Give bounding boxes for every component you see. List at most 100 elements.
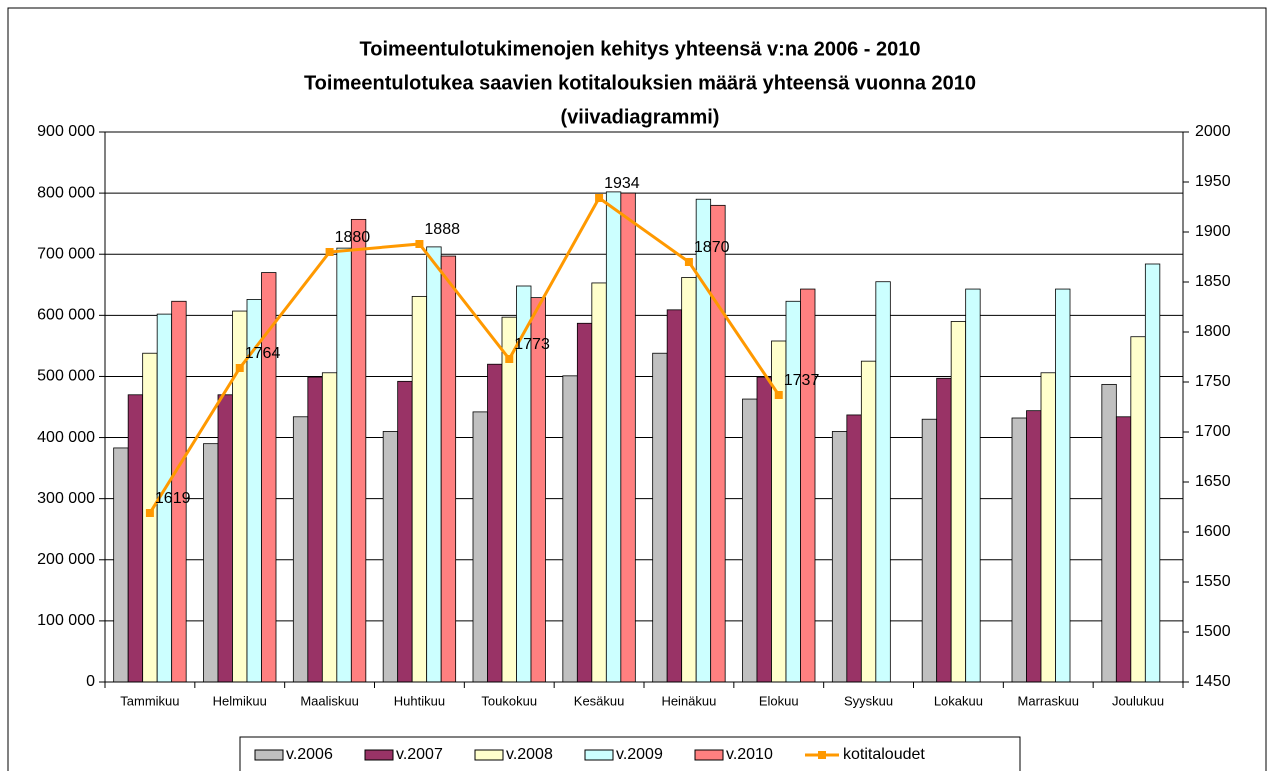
legend-label: v.2008 (506, 746, 553, 763)
bar (127, 394, 144, 683)
y2-tick-label: 1700 (1195, 423, 1231, 440)
bar (1130, 336, 1146, 683)
y-tick-label: 800 000 (37, 184, 95, 201)
data-label: 1888 (424, 221, 460, 238)
bar (652, 352, 668, 683)
bar (710, 204, 726, 683)
bar (860, 360, 877, 683)
y2-tick-label: 1550 (1195, 573, 1231, 590)
bar (576, 322, 593, 683)
bar (530, 297, 546, 683)
bar (681, 277, 697, 683)
bar (800, 288, 816, 683)
bar (591, 282, 607, 683)
x-tick-label: Toukokuu (481, 693, 537, 708)
bar (1011, 417, 1027, 683)
y2-tick-label: 2000 (1195, 123, 1231, 140)
x-tick-label: Kesäkuu (574, 693, 625, 708)
chart-subtitle: (viivadiagrammi) (561, 106, 720, 128)
x-tick-label: Maaliskuu (300, 693, 359, 708)
y-tick-label: 600 000 (37, 307, 95, 324)
legend-swatch (474, 749, 504, 761)
y2-tick-label: 1750 (1195, 373, 1231, 390)
bar (261, 272, 277, 683)
bar (695, 198, 712, 683)
legend-label: v.2010 (726, 746, 773, 763)
bar (336, 247, 352, 683)
bar (831, 431, 848, 683)
bar (203, 443, 219, 683)
x-tick-label: Joulukuu (1112, 693, 1164, 708)
legend-swatch (584, 749, 614, 761)
bar (950, 321, 967, 683)
chart-subtitle: Toimeentulotukea saavien kotitalouksien … (304, 72, 976, 94)
data-label: 1880 (335, 229, 371, 246)
y2-tick-label: 1450 (1195, 673, 1231, 690)
bar (321, 372, 338, 683)
x-tick-label: Lokakuu (934, 693, 983, 708)
y-tick-label: 0 (86, 673, 95, 690)
bar (965, 288, 981, 683)
bar (562, 375, 578, 683)
chart-title: Toimeentulotukimenojen kehitys yhteensä … (360, 38, 921, 60)
legend-swatch (694, 749, 724, 761)
legend-swatch (818, 751, 826, 759)
bar (756, 376, 772, 683)
y2-tick-label: 1500 (1195, 623, 1231, 640)
x-tick-label: Heinäkuu (661, 693, 716, 708)
bar (382, 431, 399, 683)
data-label: 1737 (784, 372, 820, 389)
bar (217, 394, 233, 683)
bar (666, 309, 683, 683)
y-tick-label: 300 000 (37, 490, 95, 507)
y2-tick-label: 1600 (1195, 523, 1231, 540)
bar (487, 363, 503, 683)
y2-tick-label: 1850 (1195, 273, 1231, 290)
x-tick-label: Helmikuu (213, 693, 267, 708)
bar (846, 414, 862, 683)
line-marker (595, 194, 604, 202)
y2-tick-label: 1650 (1195, 473, 1231, 490)
line-marker (774, 391, 783, 399)
bar (620, 192, 636, 683)
bar (875, 281, 891, 683)
x-tick-label: Syyskuu (844, 693, 893, 708)
x-tick-label: Elokuu (759, 693, 799, 708)
legend-swatch (254, 749, 284, 761)
bar (1026, 410, 1042, 683)
bar (785, 300, 801, 683)
bar (742, 398, 758, 683)
y-tick-label: 400 000 (37, 429, 95, 446)
bar (113, 447, 129, 683)
legend-swatch (364, 749, 394, 761)
legend-label: v.2007 (396, 746, 443, 763)
line-marker (505, 355, 514, 363)
line-marker (415, 240, 424, 248)
x-tick-label: Tammikuu (120, 693, 179, 708)
bar (501, 316, 517, 683)
legend-label: kotitaloudet (843, 746, 925, 763)
data-label: 1870 (694, 239, 730, 256)
y2-tick-label: 1900 (1195, 223, 1231, 240)
bar (426, 246, 442, 683)
data-label: 1934 (604, 175, 640, 192)
line-marker (145, 509, 154, 517)
y-tick-label: 900 000 (37, 123, 95, 140)
legend-label: v.2006 (286, 746, 333, 763)
legend-label: v.2009 (616, 746, 663, 763)
data-label: 1619 (155, 490, 191, 507)
y2-tick-label: 1950 (1195, 173, 1231, 190)
data-label: 1764 (245, 345, 281, 362)
y-tick-label: 500 000 (37, 368, 95, 385)
bar (605, 191, 622, 683)
y-tick-label: 100 000 (37, 612, 95, 629)
bar (921, 418, 938, 683)
line-marker (325, 248, 334, 256)
y-tick-label: 200 000 (37, 551, 95, 568)
bar (307, 376, 323, 683)
bar (1115, 416, 1132, 683)
line (148, 195, 780, 514)
bar (936, 377, 952, 683)
bar (1055, 288, 1071, 683)
